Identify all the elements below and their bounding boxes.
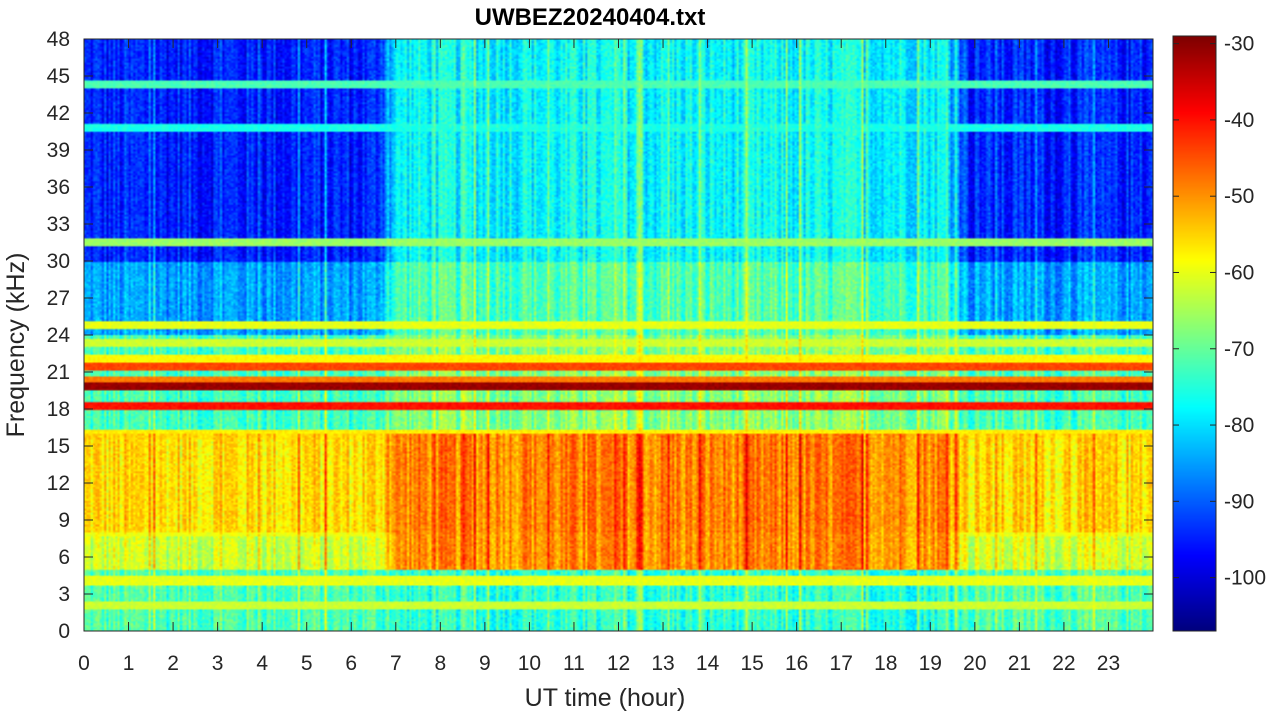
colorbar-tick-label: -80: [1224, 414, 1254, 437]
x-tick-label: 9: [479, 652, 491, 675]
y-tick-label: 27: [47, 287, 70, 310]
x-tick-label: 0: [78, 652, 90, 675]
x-tick-label: 16: [785, 652, 808, 675]
x-tick-label: 19: [919, 652, 942, 675]
x-tick-label: 20: [963, 652, 986, 675]
plot-area: [83, 38, 1154, 632]
y-tick-label: 0: [58, 620, 70, 643]
colorbar: -100 -90 -80 -70 -60 -50 -40 -30: [1172, 33, 1266, 632]
colorbar-frame: [1172, 35, 1217, 632]
x-tick-label: 6: [345, 652, 357, 675]
x-tick-label: 15: [740, 652, 763, 675]
y-tick-label: 3: [58, 583, 70, 606]
y-axis-label: Frequency (kHz): [2, 253, 30, 438]
y-tick-label: 24: [47, 324, 71, 347]
x-tick-label: 17: [830, 652, 853, 675]
x-tick-label: 3: [212, 652, 224, 675]
y-tick-label: 12: [47, 472, 70, 495]
y-tick-label: 9: [58, 509, 70, 532]
colorbar-ticks: -100 -90 -80 -70 -60 -50 -40 -30: [1173, 33, 1266, 590]
colorbar-tick-label: -30: [1224, 33, 1254, 56]
y-tick-label: 39: [47, 139, 70, 162]
y-tick-label: 30: [47, 250, 70, 273]
y-tick-label: 33: [47, 213, 70, 236]
x-tick-label: 2: [167, 652, 179, 675]
x-tick-label: 10: [518, 652, 541, 675]
x-tick-label: 4: [256, 652, 268, 675]
x-tick-label: 12: [607, 652, 630, 675]
x-axis-ticks: 0 1 2 3 4 5 6 7 8 9 10 11 12 13 14 15 16 17 18 19 20 21 22 23: [78, 39, 1120, 675]
y-tick-label: 42: [47, 102, 70, 125]
colorbar-gradient: [1173, 36, 1216, 631]
x-tick-label: 14: [696, 652, 720, 675]
y-tick-label: 48: [47, 28, 70, 51]
y-tick-label: 21: [47, 361, 70, 384]
colorbar-tick-label: -90: [1224, 490, 1254, 513]
x-tick-label: 5: [301, 652, 313, 675]
colorbar-tick-label: -60: [1224, 261, 1254, 284]
x-axis-label: UT time (hour): [525, 684, 686, 712]
y-tick-label: 18: [47, 398, 70, 421]
y-tick-label: 36: [47, 176, 70, 199]
x-tick-label: 23: [1097, 652, 1120, 675]
x-tick-label: 8: [434, 652, 446, 675]
colorbar-tick-label: -70: [1224, 338, 1254, 361]
colorbar-tick-label: -50: [1224, 185, 1254, 208]
y-tick-label: 15: [47, 435, 70, 458]
y-tick-label: 45: [47, 65, 70, 88]
spectrogram-heatmap: [84, 39, 1153, 631]
x-tick-label: 21: [1008, 652, 1031, 675]
colorbar-tick-label: -100: [1224, 567, 1266, 590]
x-tick-label: 7: [390, 652, 402, 675]
y-tick-label: 6: [58, 546, 70, 569]
x-tick-label: 13: [651, 652, 674, 675]
x-tick-label: 22: [1052, 652, 1075, 675]
x-tick-label: 11: [563, 652, 585, 675]
chart-title: UWBEZ20240404.txt: [475, 4, 706, 31]
x-tick-label: 18: [874, 652, 897, 675]
x-tick-label: 1: [123, 652, 135, 675]
colorbar-tick-label: -40: [1224, 109, 1254, 132]
